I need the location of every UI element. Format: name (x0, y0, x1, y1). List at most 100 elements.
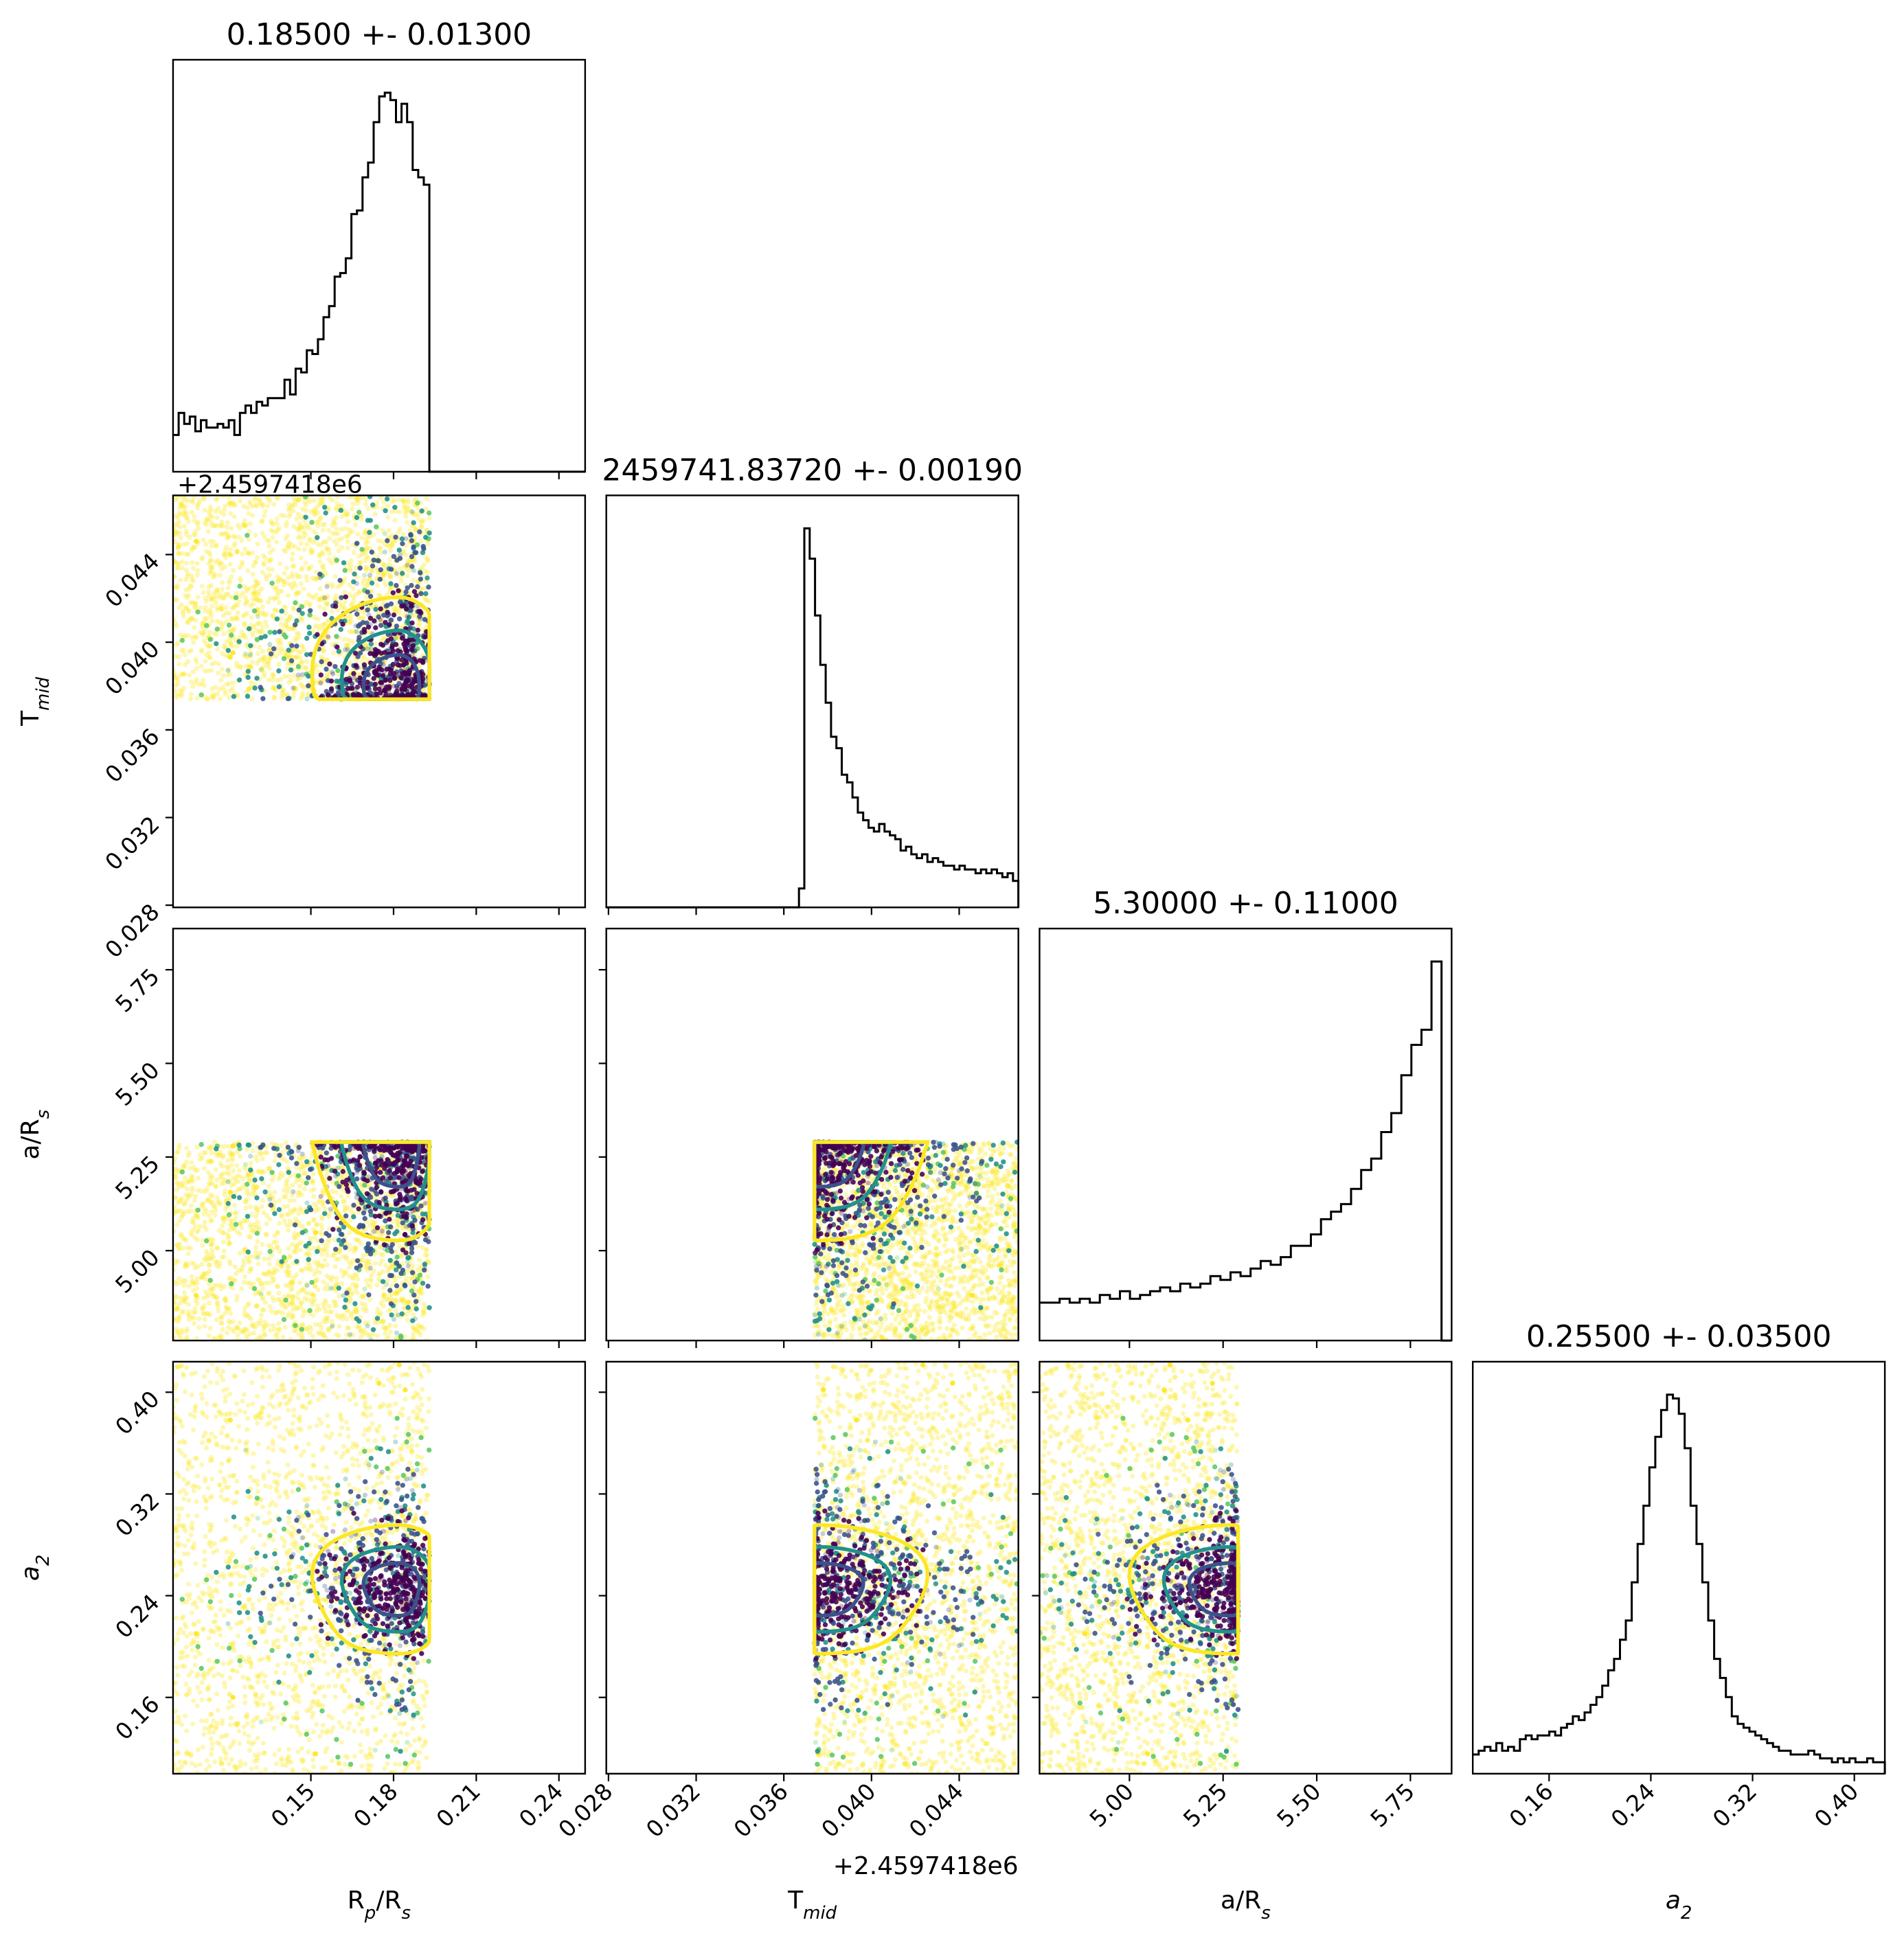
sample-point (348, 613, 354, 619)
sample-point (362, 530, 367, 536)
sample-point (350, 506, 355, 512)
sample-point (174, 583, 180, 589)
sample-point (247, 685, 253, 690)
sample-point (323, 510, 328, 516)
sample-point (251, 563, 256, 569)
sample-point (379, 538, 385, 545)
sample-point (339, 578, 345, 584)
sample-point (411, 612, 417, 618)
sample-point (301, 586, 306, 592)
sample-point (216, 661, 222, 667)
sample-point (402, 613, 407, 618)
sample-point (264, 576, 269, 582)
sample-point (339, 503, 345, 509)
sample-point (291, 508, 296, 514)
sample-point (343, 621, 348, 626)
sample-point (385, 496, 390, 502)
sample-point (266, 677, 271, 683)
sample-point (354, 497, 360, 502)
sample-point (394, 572, 399, 578)
sample-point (321, 567, 327, 573)
sample-point (423, 506, 429, 512)
sample-point (194, 659, 199, 665)
sample-point (364, 567, 370, 573)
sample-point (367, 575, 372, 582)
sample-point (229, 632, 234, 638)
sample-point (275, 495, 280, 500)
sample-point (195, 594, 201, 600)
sample-point (296, 607, 302, 613)
sample-point (370, 580, 375, 586)
sample-point (248, 649, 253, 655)
sample-point (383, 606, 388, 613)
sample-point (360, 549, 366, 555)
sample-point (207, 654, 212, 660)
sample-point (243, 689, 249, 695)
sample-point (264, 662, 270, 668)
sample-point (289, 543, 295, 548)
sample-point (344, 561, 350, 567)
sample-point (381, 685, 387, 690)
sample-point (376, 558, 382, 564)
sample-point (192, 604, 198, 611)
sample-point (206, 592, 212, 598)
sample-point (246, 687, 251, 692)
sample-point (413, 527, 418, 533)
sample-point (378, 619, 384, 626)
sample-point (245, 533, 250, 538)
sample-point (331, 520, 337, 525)
sample-point (306, 691, 311, 696)
sample-point (286, 502, 291, 507)
sample-point (310, 628, 316, 634)
sample-point (343, 512, 349, 518)
sample-point (416, 623, 422, 628)
sample-point (253, 532, 258, 538)
sample-point (380, 528, 385, 534)
sample-point (363, 642, 369, 648)
sample-point (231, 626, 237, 631)
sample-point (251, 608, 258, 614)
sample-point (408, 671, 413, 676)
sample-point (287, 614, 293, 620)
sample-point (204, 623, 209, 628)
sample-point (186, 586, 192, 592)
sample-point (354, 672, 361, 677)
sample-point (406, 661, 411, 666)
sample-point (402, 638, 407, 644)
sample-point (229, 632, 234, 638)
sample-point (266, 567, 271, 572)
sample-point (425, 558, 431, 564)
sample-point (397, 659, 403, 665)
sample-point (348, 562, 354, 568)
sample-point (208, 643, 214, 649)
sample-point (172, 597, 178, 602)
sample-point (179, 637, 185, 643)
sample-point (278, 627, 284, 633)
sample-point (280, 692, 286, 698)
sample-point (214, 605, 220, 611)
sample-point (420, 613, 426, 619)
sample-point (172, 523, 178, 528)
sample-point (245, 586, 250, 591)
sample-point (189, 573, 194, 579)
sample-point (296, 631, 302, 637)
sample-point (269, 613, 275, 619)
sample-point (242, 651, 248, 657)
sample-point (255, 638, 260, 643)
sample-point (396, 588, 402, 594)
sample-point (387, 622, 392, 628)
sample-point (418, 586, 424, 592)
sample-point (317, 596, 323, 602)
sample-point (190, 498, 195, 503)
sample-point (267, 641, 273, 648)
sample-point (237, 584, 242, 589)
sample-point (246, 645, 251, 650)
sample-point (291, 606, 297, 612)
sample-point (371, 558, 376, 563)
sample-point (227, 694, 232, 700)
sample-point (173, 514, 179, 519)
sample-point (224, 531, 229, 536)
sample-point (372, 681, 378, 687)
sample-point (339, 650, 344, 656)
sample-point (365, 582, 370, 588)
